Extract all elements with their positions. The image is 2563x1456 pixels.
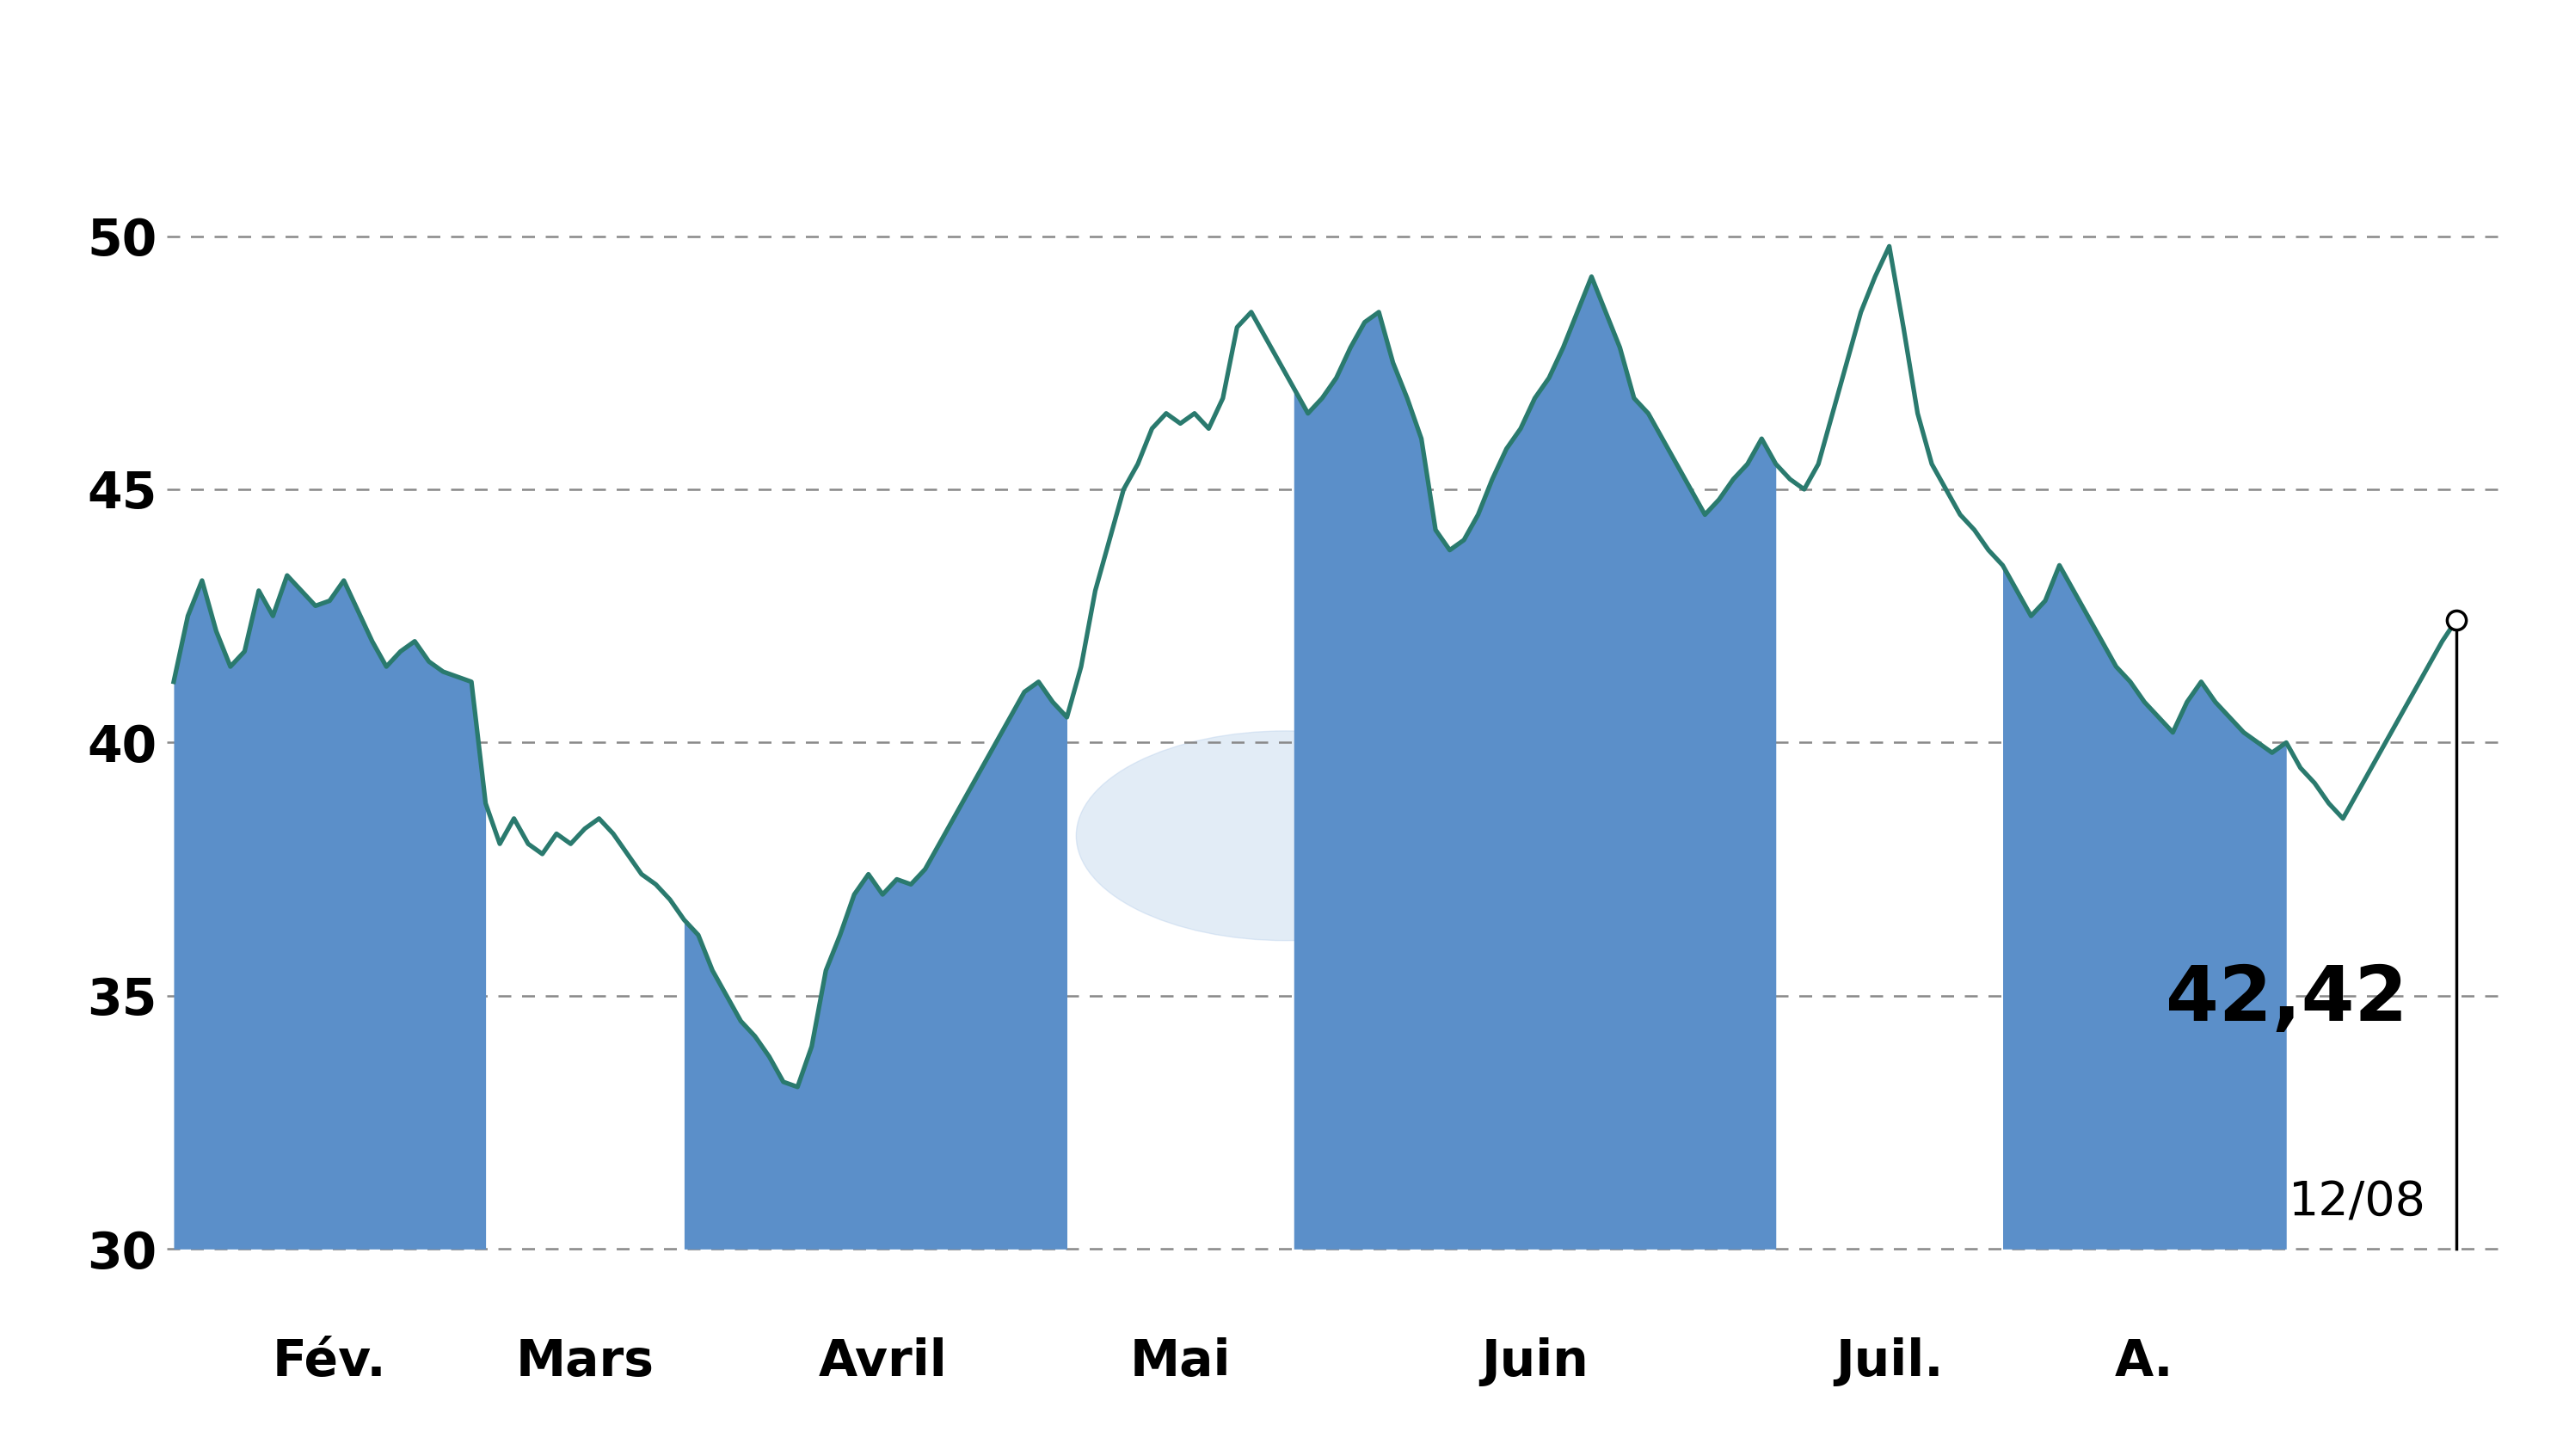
Text: 42,42: 42,42 xyxy=(2166,962,2407,1037)
Text: 12/08: 12/08 xyxy=(2289,1179,2427,1226)
Circle shape xyxy=(1076,731,1497,941)
Text: Eckert & Ziegler Strahlen- und Medizintechnik AG: Eckert & Ziegler Strahlen- und Medizinte… xyxy=(0,38,2563,130)
